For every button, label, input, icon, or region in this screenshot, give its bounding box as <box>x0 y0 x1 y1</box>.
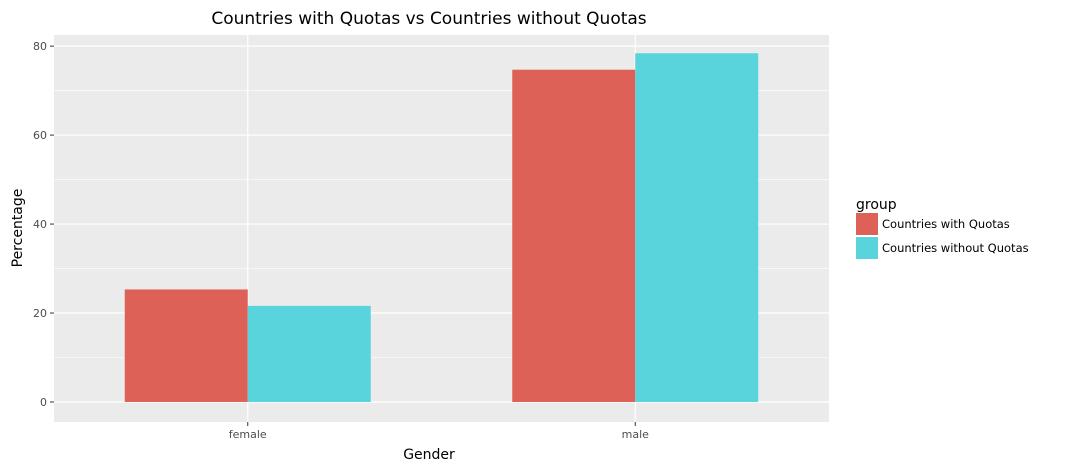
legend-title: group <box>856 197 897 213</box>
legend-swatch <box>856 237 878 259</box>
y-axis-title: Percentage <box>10 189 26 268</box>
legend-label: Countries without Quotas <box>882 241 1029 255</box>
x-axis-ticks: female male <box>229 422 649 441</box>
legend-label: Countries with Quotas <box>882 217 1010 231</box>
chart-title: Countries with Quotas vs Countries witho… <box>211 9 646 29</box>
bar-male-1 <box>635 53 759 402</box>
y-tick-label: 80 <box>33 40 47 53</box>
x-tick-label: female <box>229 428 267 441</box>
x-axis-title: Gender <box>403 447 455 463</box>
legend: group Countries with Quotas Countries wit… <box>856 197 1029 259</box>
y-tick-label: 60 <box>33 129 47 142</box>
y-tick-label: 0 <box>40 396 47 409</box>
bar-female-1 <box>247 305 371 402</box>
x-tick-label: male <box>622 428 650 441</box>
legend-swatch <box>856 213 878 235</box>
y-axis-ticks: 0 20 40 60 80 <box>33 40 54 409</box>
bar-female-0 <box>124 289 248 402</box>
y-tick-label: 20 <box>33 307 47 320</box>
y-tick-label: 40 <box>33 218 47 231</box>
bars <box>124 53 759 402</box>
bar-male-0 <box>512 69 636 402</box>
